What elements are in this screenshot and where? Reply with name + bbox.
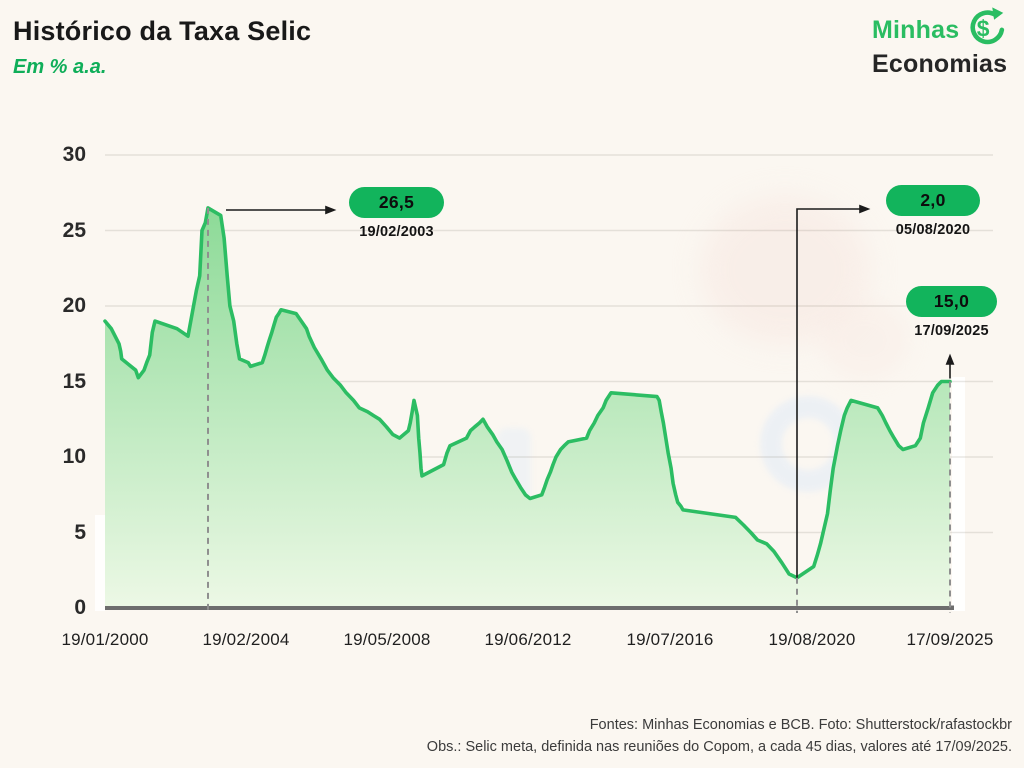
y-tick-label: 30 bbox=[62, 143, 86, 166]
footer-sources: Fontes: Minhas Economias e BCB. Foto: Sh… bbox=[589, 717, 1012, 733]
brand-logo-text-bottom: Economias bbox=[872, 50, 1008, 78]
annotation-current-2025: 15,0 17/09/2025 bbox=[906, 286, 997, 339]
page-subtitle: Em % a.a. bbox=[13, 56, 107, 78]
y-tick-label: 10 bbox=[62, 445, 86, 468]
annotation-date: 17/09/2025 bbox=[914, 323, 989, 339]
page-title: Histórico da Taxa Selic bbox=[13, 16, 312, 46]
svg-text:$: $ bbox=[977, 15, 990, 41]
annotation-value-badge: 26,5 bbox=[349, 187, 444, 218]
area-fill bbox=[105, 207, 950, 606]
x-tick-label: 19/01/2000 bbox=[61, 630, 149, 649]
x-tick-label: 19/08/2020 bbox=[768, 630, 856, 649]
x-tick-label: 19/02/2004 bbox=[202, 630, 290, 649]
y-tick-label: 5 bbox=[74, 520, 86, 544]
y-tick-label: 25 bbox=[62, 218, 86, 242]
y-tick-label: 20 bbox=[62, 294, 86, 317]
annotation-arrow bbox=[796, 204, 871, 578]
footer-credits: Fontes: Minhas Economias e BCB. Foto: Sh… bbox=[427, 714, 1012, 758]
x-tick-label: 19/07/2016 bbox=[626, 630, 714, 649]
annotation-value-badge: 2,0 bbox=[886, 185, 980, 216]
annotation-peak-2003: 26,5 19/02/2003 bbox=[349, 187, 444, 240]
footer-note: Obs.: Selic meta, definida nas reuniões … bbox=[426, 739, 1012, 755]
brand-logo: Minhas $ Economias bbox=[864, 7, 1014, 78]
y-tick-label: 0 bbox=[74, 596, 86, 619]
annotation-date: 05/08/2020 bbox=[895, 222, 971, 238]
brand-logo-row: Minhas $ bbox=[872, 7, 1014, 50]
annotation-value-badge: 15,0 bbox=[906, 286, 997, 317]
x-tick-label: 19/05/2008 bbox=[343, 630, 431, 649]
x-tick-label: 17/09/2025 bbox=[906, 630, 994, 649]
brand-logo-text-top: Minhas bbox=[872, 15, 960, 44]
annotation-date: 19/02/2003 bbox=[359, 224, 434, 240]
selic-line bbox=[103, 206, 952, 580]
dollar-refresh-circle-icon: $ bbox=[970, 7, 1005, 45]
x-axis-line bbox=[105, 605, 954, 610]
annotation-low-2020: 2,0 05/08/2020 bbox=[886, 185, 980, 238]
x-tick-label: 19/06/2012 bbox=[484, 630, 572, 649]
y-tick-label: 15 bbox=[62, 369, 86, 393]
